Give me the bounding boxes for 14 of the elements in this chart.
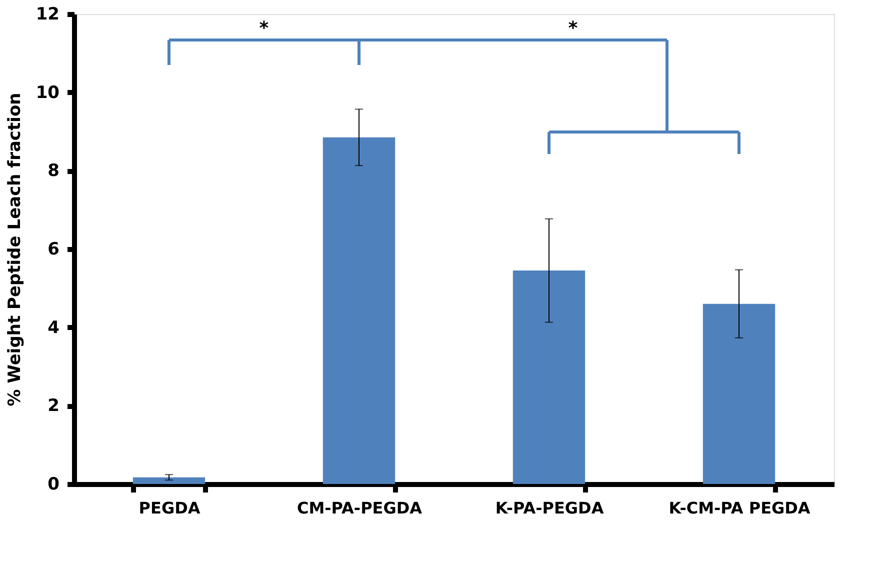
y-tick-label: 0: [48, 474, 60, 494]
x-tick-label: K-PA-PEGDA: [495, 498, 604, 518]
y-tick-label: 12: [36, 4, 60, 24]
annotation: *: [568, 18, 578, 39]
x-tick-label: CM-PA-PEGDA: [296, 498, 423, 518]
annotation: *: [259, 18, 270, 39]
y-tick-label: 8: [48, 161, 60, 182]
y-tick-label: 6: [48, 240, 60, 260]
y-tick-label: 10: [36, 82, 60, 103]
y-axis-title: % Weight Peptide Leach fraction: [4, 92, 25, 406]
y-tick-label: 4: [48, 318, 60, 338]
x-tick-label: PEGDA: [138, 498, 201, 518]
y-tick-label: 2: [48, 396, 60, 416]
x-tick-label: K-CM-PA PEGDA: [668, 498, 811, 518]
